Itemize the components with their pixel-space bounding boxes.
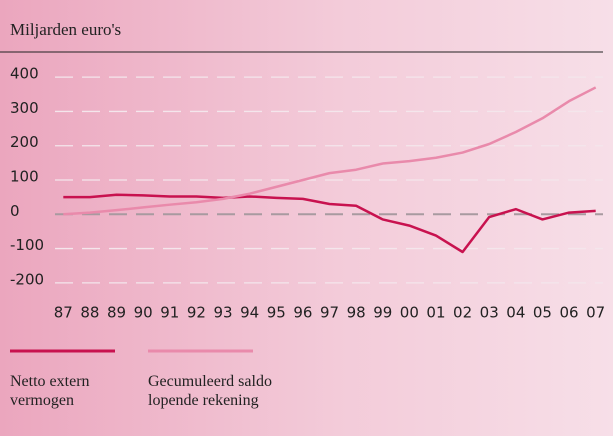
x-tick-label: 97	[320, 304, 339, 322]
x-tick-label: 88	[80, 304, 99, 322]
x-tick-label: 00	[400, 304, 419, 322]
x-tick-label: 06	[560, 304, 579, 322]
x-tick-label: 99	[373, 304, 392, 322]
y-tick-label: 300	[10, 99, 39, 117]
legend-label: Netto extern vermogen	[10, 373, 90, 409]
x-tick-label: 91	[160, 304, 179, 322]
x-tick-label: 96	[293, 304, 312, 322]
x-tick-label: 07	[586, 304, 605, 322]
x-tick-label: 90	[134, 304, 153, 322]
y-tick-label: -200	[10, 270, 44, 288]
chart-subtitle: Miljarden euro's	[10, 20, 121, 39]
x-tick-label: 98	[347, 304, 366, 322]
x-tick-label: 01	[426, 304, 445, 322]
legend-label: Gecumuleerd saldo lopende rekening	[148, 373, 272, 409]
x-tick-label: 95	[267, 304, 286, 322]
y-tick-label: 100	[10, 168, 39, 186]
y-tick-label: -100	[10, 236, 44, 254]
x-tick-label: 02	[453, 304, 472, 322]
y-tick-label: 400	[10, 65, 39, 83]
x-tick-label: 05	[533, 304, 552, 322]
x-tick-label: 87	[54, 304, 73, 322]
x-tick-label: 92	[187, 304, 206, 322]
series-line	[63, 86, 597, 216]
y-tick-label: 200	[10, 133, 39, 151]
series-line	[63, 193, 596, 254]
x-tick-label: 89	[107, 304, 126, 322]
x-tick-label: 04	[506, 304, 525, 322]
y-tick-label: 0	[10, 202, 20, 220]
x-tick-label: 94	[240, 304, 259, 322]
x-tick-label: 03	[480, 304, 499, 322]
x-tick-label: 93	[213, 304, 232, 322]
